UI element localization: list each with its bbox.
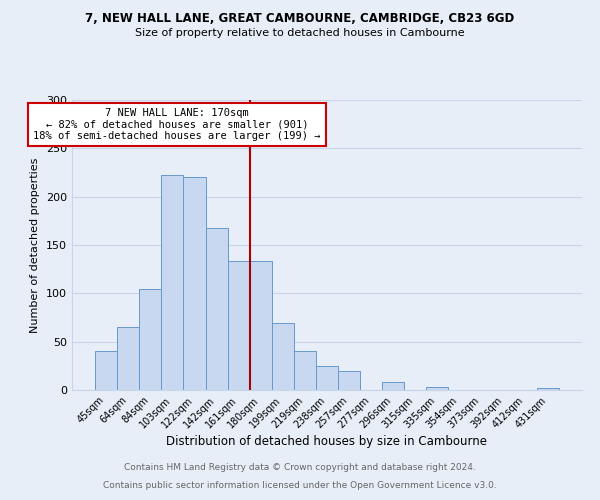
Bar xyxy=(427,387,448,390)
Bar xyxy=(537,388,559,390)
Text: 7, NEW HALL LANE, GREAT CAMBOURNE, CAMBRIDGE, CB23 6GD: 7, NEW HALL LANE, GREAT CAMBOURNE, CAMBR… xyxy=(85,12,515,26)
Bar xyxy=(95,352,117,390)
Bar xyxy=(117,327,139,390)
Text: Contains HM Land Registry data © Crown copyright and database right 2024.: Contains HM Land Registry data © Crown c… xyxy=(124,463,476,472)
Bar xyxy=(206,228,227,390)
Bar xyxy=(272,324,294,390)
X-axis label: Distribution of detached houses by size in Cambourne: Distribution of detached houses by size … xyxy=(167,436,487,448)
Bar xyxy=(161,176,184,390)
Bar xyxy=(316,366,338,390)
Bar xyxy=(227,262,250,390)
Text: Size of property relative to detached houses in Cambourne: Size of property relative to detached ho… xyxy=(135,28,465,38)
Bar xyxy=(338,370,360,390)
Bar xyxy=(250,262,272,390)
Text: Contains public sector information licensed under the Open Government Licence v3: Contains public sector information licen… xyxy=(103,480,497,490)
Text: 7 NEW HALL LANE: 170sqm
← 82% of detached houses are smaller (901)
18% of semi-d: 7 NEW HALL LANE: 170sqm ← 82% of detache… xyxy=(33,108,320,141)
Bar xyxy=(139,288,161,390)
Bar xyxy=(382,382,404,390)
Bar xyxy=(294,352,316,390)
Bar xyxy=(184,178,206,390)
Y-axis label: Number of detached properties: Number of detached properties xyxy=(31,158,40,332)
